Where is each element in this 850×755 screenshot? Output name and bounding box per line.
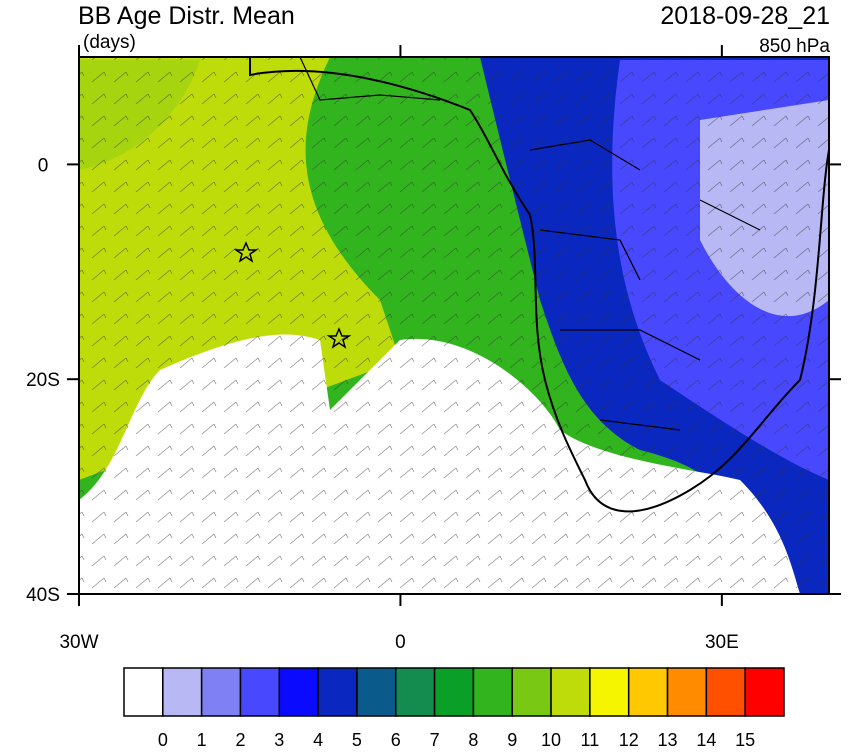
borders <box>299 57 761 431</box>
colorbar-box <box>239 667 281 717</box>
colorbar-box <box>433 667 475 717</box>
colorbar-label: 5 <box>352 730 362 750</box>
axes: 30W 0 30E 0 20S 40S <box>26 45 841 653</box>
y-tick-label: 40S <box>26 585 60 606</box>
colorbar-label: 8 <box>468 730 478 750</box>
site-marker <box>326 327 352 349</box>
x-tick-label: 30E <box>705 632 739 653</box>
colorbar-box <box>123 667 164 717</box>
colorbar-label: 9 <box>507 730 517 750</box>
colorbar-label: 13 <box>658 730 678 750</box>
units: (days) <box>83 32 136 53</box>
colorbar-box <box>666 667 708 717</box>
coastline <box>249 57 829 513</box>
x-tick-label: 30W <box>59 632 98 653</box>
colorbar-label: 4 <box>313 730 323 750</box>
colorbar-label: 12 <box>619 730 639 750</box>
colorbar-label: 1 <box>197 730 207 750</box>
colorbar-label: 14 <box>696 730 716 750</box>
colorbar-label: 0 <box>158 730 168 750</box>
colorbar-box <box>200 667 242 717</box>
site-marker <box>233 241 259 263</box>
colorbar-box <box>162 667 203 717</box>
colorbar-box <box>744 667 785 717</box>
y-tick-label: 20S <box>26 370 60 391</box>
level: 850 hPa <box>759 36 830 57</box>
colorbar-label: 10 <box>541 730 561 750</box>
colorbar-box <box>550 667 591 717</box>
colorbar-box <box>511 667 552 717</box>
colorbar: 0 1 2 3 4 5 6 7 8 9 10 11 12 13 14 15 <box>123 667 785 750</box>
colorbar-label: 11 <box>581 730 600 750</box>
colorbar-box <box>472 667 513 717</box>
colorbar-box <box>317 667 358 717</box>
colorbar-label: 6 <box>391 730 401 750</box>
map-frame <box>78 56 830 595</box>
title: BB Age Distr. Mean <box>78 2 295 30</box>
colorbar-label: 3 <box>274 730 284 750</box>
map-field <box>79 57 829 594</box>
colorbar-box <box>705 667 746 717</box>
colorbar-box <box>395 667 436 717</box>
colorbar-box <box>356 667 397 717</box>
colorbar-label: 15 <box>735 730 755 750</box>
colorbar-box <box>278 667 319 717</box>
colorbar-box <box>589 667 630 717</box>
x-tick-label: 0 <box>395 632 406 653</box>
wind-barbs <box>79 57 829 594</box>
colorbar-label: 7 <box>430 730 440 750</box>
y-tick-label: 0 <box>38 155 49 176</box>
colorbar-label: 2 <box>235 730 245 750</box>
colorbar-box <box>627 667 669 717</box>
time: 2018-09-28_21 <box>660 2 830 30</box>
